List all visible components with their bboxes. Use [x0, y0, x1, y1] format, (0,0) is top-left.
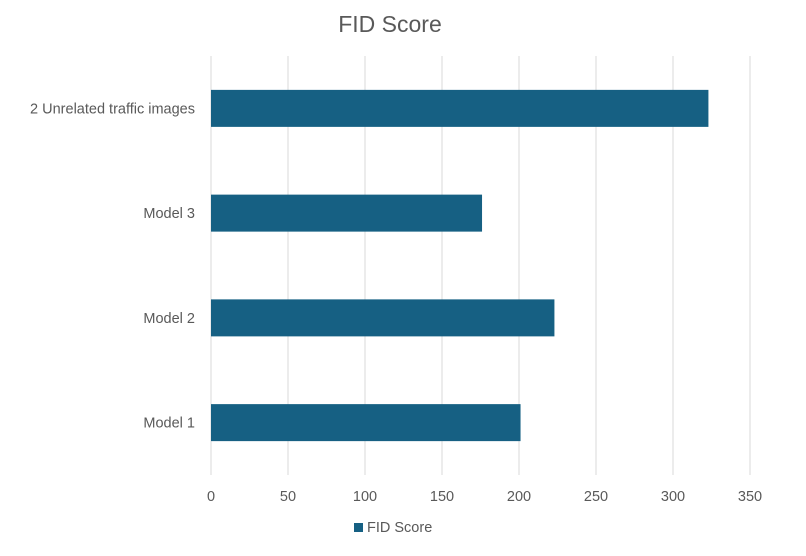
x-tick-label-100: 100	[353, 489, 377, 505]
category-label-1: Model 3	[143, 206, 195, 222]
legend-label: FID Score	[367, 520, 432, 536]
x-tick-label-350: 350	[738, 489, 762, 505]
bar-3	[211, 404, 521, 442]
bar-1	[211, 194, 483, 232]
category-labels: 2 Unrelated traffic images Model 3 Model 2…	[30, 101, 195, 431]
x-tick-label-200: 200	[507, 489, 531, 505]
bar-0	[211, 89, 709, 127]
category-label-2: Model 2	[143, 311, 195, 327]
category-label-3: Model 1	[143, 416, 195, 432]
x-tick-label-250: 250	[584, 489, 608, 505]
legend: FID Score	[354, 520, 432, 536]
x-tick-label-0: 0	[207, 489, 215, 505]
bar-2	[211, 299, 555, 337]
category-label-0: 2 Unrelated traffic images	[30, 101, 195, 117]
x-tick-label-300: 300	[661, 489, 685, 505]
bars	[211, 89, 709, 442]
x-tick-label-150: 150	[430, 489, 454, 505]
x-tick-label-50: 50	[280, 489, 296, 505]
legend-swatch	[354, 523, 363, 532]
x-tick-labels: 0 50 100 150 200 250 300 350	[207, 489, 762, 505]
chart-title: FID Score	[338, 11, 442, 37]
